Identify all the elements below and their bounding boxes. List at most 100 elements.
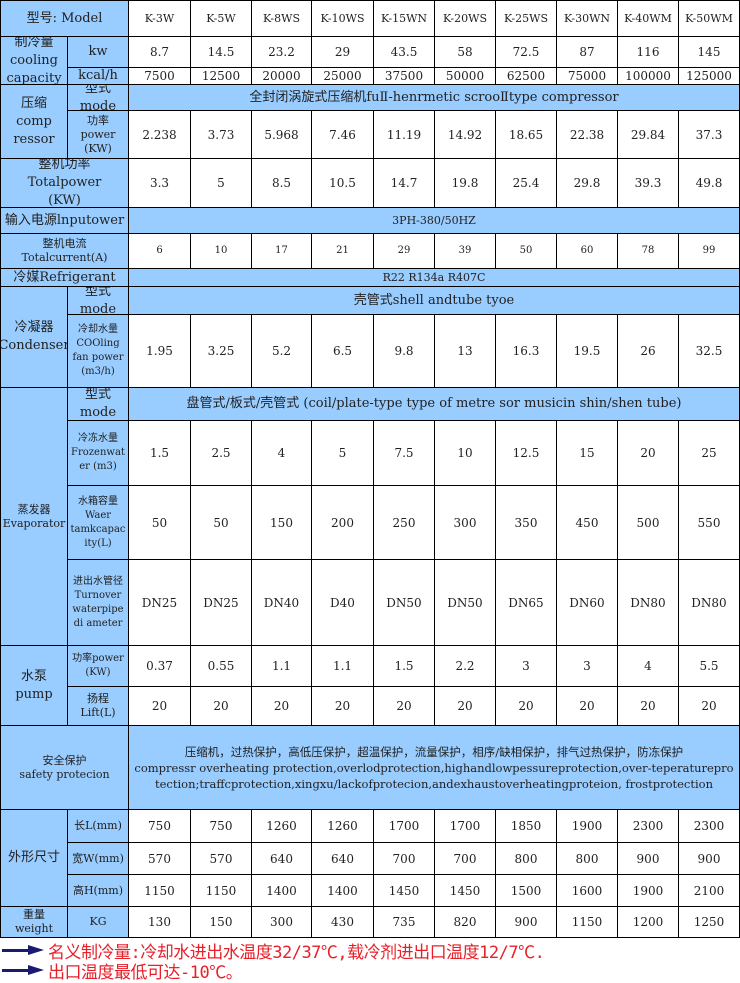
pump-power-value: 3 xyxy=(557,646,618,687)
condenser-mode-value: 壳管式shell andtube tyoe xyxy=(129,287,740,315)
frozen-water-value: 12.5 xyxy=(496,421,557,486)
total-power-value: 19.8 xyxy=(435,159,496,208)
total-current-value: 6 xyxy=(129,234,191,269)
weight-value: 1200 xyxy=(618,907,679,938)
pipe-diameter-value: DN25 xyxy=(129,560,191,646)
tank-capacity-value: 200 xyxy=(312,486,374,560)
pipe-diameter-value: D40 xyxy=(312,560,374,646)
cooling-kcal-value: 62500 xyxy=(496,68,557,85)
cooling-water-value: 26 xyxy=(618,315,679,388)
footnotes: 名义制冷量:冷却水进出水温度32/37℃,载冷剂进出口温度12/7℃. 出口温度… xyxy=(0,940,740,983)
pipe-diameter-label: 进出水管径 Turnover waterpipe di ameter xyxy=(68,560,129,646)
compressor-power-value: 37.3 xyxy=(679,111,740,159)
pump-power-value: 1.5 xyxy=(374,646,435,687)
cooling-kw-value: 23.2 xyxy=(252,37,312,68)
pump-lift-value: 20 xyxy=(496,687,557,726)
pump-power-value: 0.55 xyxy=(191,646,252,687)
cooling-water-value: 9.8 xyxy=(374,315,435,388)
pipe-diameter-value: DN25 xyxy=(191,560,252,646)
cooling-kcal-value: 25000 xyxy=(312,68,374,85)
cooling-kw-value: 145 xyxy=(679,37,740,68)
frozen-water-value: 1.5 xyxy=(129,421,191,486)
length-value: 1850 xyxy=(496,810,557,843)
footnote: 名义制冷量:冷却水进出水温度32/37℃,载冷剂进出口温度12/7℃. xyxy=(0,940,740,963)
model-name: K-5W xyxy=(191,1,252,37)
total-power-value: 29.8 xyxy=(557,159,618,208)
tank-capacity-value: 300 xyxy=(435,486,496,560)
input-power-label: 输入电源lnputower xyxy=(1,208,129,234)
pump-power-value: 5.5 xyxy=(679,646,740,687)
pipe-diameter-value: DN50 xyxy=(435,560,496,646)
cooling-water-value: 16.3 xyxy=(496,315,557,388)
length-value: 1260 xyxy=(312,810,374,843)
cooling-kw-value: 29 xyxy=(312,37,374,68)
frozen-water-value: 10 xyxy=(435,421,496,486)
cooling-water-value: 19.5 xyxy=(557,315,618,388)
height-value: 1450 xyxy=(435,875,496,907)
compressor-power-value: 14.92 xyxy=(435,111,496,159)
length-value: 1700 xyxy=(374,810,435,843)
weight-value: 900 xyxy=(496,907,557,938)
model-name: K-40WM xyxy=(618,1,679,37)
total-current-value: 78 xyxy=(618,234,679,269)
frozen-water-value: 2.5 xyxy=(191,421,252,486)
tank-capacity-value: 50 xyxy=(129,486,191,560)
model-name: K-10WS xyxy=(312,1,374,37)
frozen-water-value: 4 xyxy=(252,421,312,486)
weight-value: 300 xyxy=(252,907,312,938)
total-power-value: 39.3 xyxy=(618,159,679,208)
cooling-kw-value: 43.5 xyxy=(374,37,435,68)
width-value: 800 xyxy=(557,843,618,875)
dimensions-label: 外形尺寸 xyxy=(1,810,68,907)
compressor-power-value: 3.73 xyxy=(191,111,252,159)
height-value: 1450 xyxy=(374,875,435,907)
tank-capacity-value: 250 xyxy=(374,486,435,560)
arrow-right-icon xyxy=(0,945,46,955)
cooling-kcal-value: 50000 xyxy=(435,68,496,85)
cooling-water-value: 32.5 xyxy=(679,315,740,388)
length-value: 1700 xyxy=(435,810,496,843)
width-value: 570 xyxy=(191,843,252,875)
length-value: 1260 xyxy=(252,810,312,843)
cooling-water-value: 5.2 xyxy=(252,315,312,388)
compressor-label: 压缩 comp ressor xyxy=(1,85,68,159)
pump-power-value: 0.37 xyxy=(129,646,191,687)
footnote-text: 名义制冷量:冷却水进出水温度32/37℃,载冷剂进出口温度12/7℃. xyxy=(48,942,545,963)
total-current-value: 50 xyxy=(496,234,557,269)
total-power-value: 5 xyxy=(191,159,252,208)
width-value: 700 xyxy=(435,843,496,875)
pump-lift-value: 20 xyxy=(191,687,252,726)
height-value: 1150 xyxy=(129,875,191,907)
weight-value: 1150 xyxy=(557,907,618,938)
cooling-kcal-value: 100000 xyxy=(618,68,679,85)
weight-unit: KG xyxy=(68,907,129,938)
height-value: 1500 xyxy=(496,875,557,907)
tank-capacity-label: 水箱容量 Waer tamkcapac ity(L) xyxy=(68,486,129,560)
width-value: 900 xyxy=(618,843,679,875)
pump-power-value: 4 xyxy=(618,646,679,687)
total-current-value: 21 xyxy=(312,234,374,269)
tank-capacity-value: 150 xyxy=(252,486,312,560)
width-value: 640 xyxy=(252,843,312,875)
width-value: 700 xyxy=(374,843,435,875)
pipe-diameter-value: DN80 xyxy=(618,560,679,646)
height-label: 高H(mm) xyxy=(68,875,129,907)
total-power-value: 49.8 xyxy=(679,159,740,208)
cooling-kw-value: 87 xyxy=(557,37,618,68)
arrow-right-icon xyxy=(0,965,46,975)
frozen-water-value: 25 xyxy=(679,421,740,486)
compressor-power-value: 11.19 xyxy=(374,111,435,159)
total-current-value: 60 xyxy=(557,234,618,269)
pipe-diameter-value: DN65 xyxy=(496,560,557,646)
model-name: K-25WS xyxy=(496,1,557,37)
safety-value: 压缩机，过热保护，高低压保护，超温保护，流量保护，相序/缺相保护，排气过热保护，… xyxy=(129,726,740,810)
model-name: K-30WN xyxy=(557,1,618,37)
evaporator-label: 蒸发器 Evaporator xyxy=(1,388,68,646)
cooling-kcal-value: 20000 xyxy=(252,68,312,85)
length-value: 750 xyxy=(129,810,191,843)
total-power-value: 3.3 xyxy=(129,159,191,208)
width-value: 900 xyxy=(679,843,740,875)
total-current-value: 39 xyxy=(435,234,496,269)
spec-table: 型号: Model K-3W K-5W K-8WS K-10WS K-15WN K-20WS… xyxy=(0,0,740,938)
weight-value: 1250 xyxy=(679,907,740,938)
